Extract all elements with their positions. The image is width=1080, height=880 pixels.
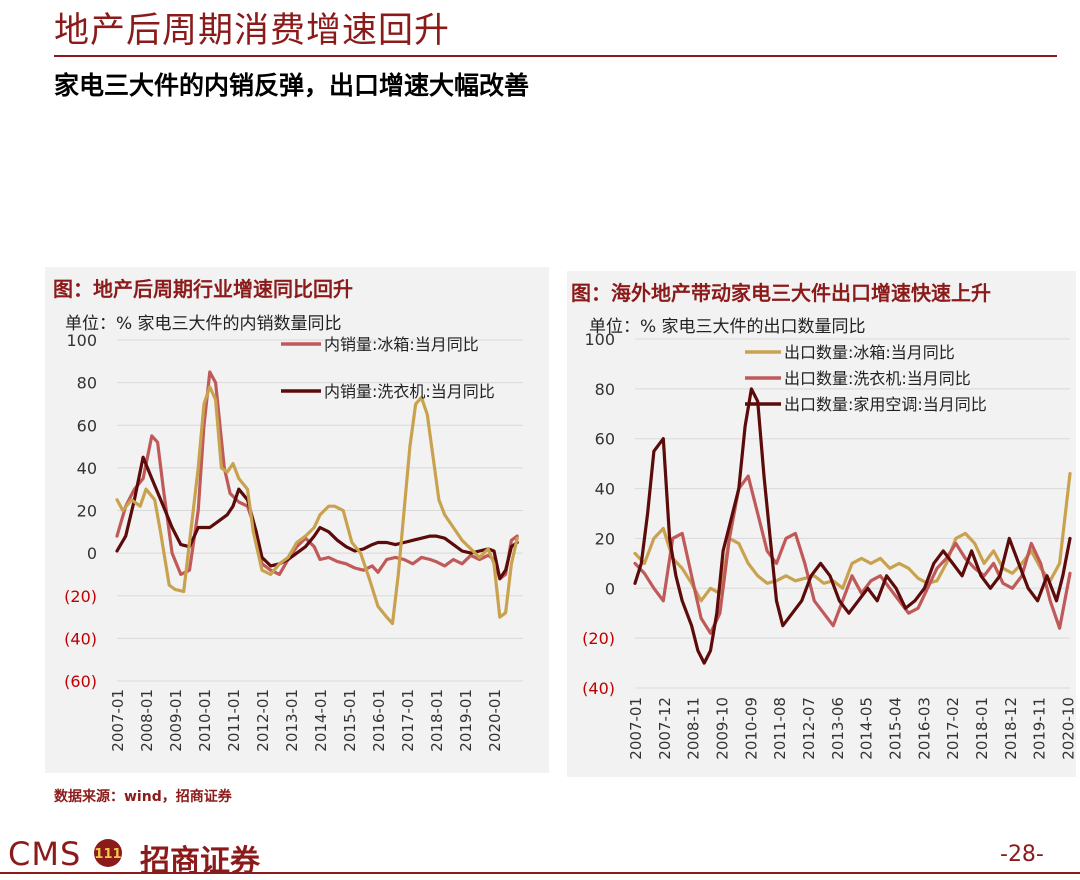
- x-tick-label: 2016-03: [915, 697, 933, 760]
- x-tick-label: 2017-01: [399, 689, 417, 752]
- x-tick-label: 2014-01: [312, 689, 330, 752]
- legend-label: 出口数量:洗衣机:当月同比: [784, 369, 971, 388]
- y-tick-label: 60: [595, 430, 615, 449]
- title-rule: [54, 55, 1057, 57]
- x-tick-label: 2013-01: [283, 689, 301, 752]
- chart-subtitle: 单位：% 家电三大件的内销数量同比: [65, 314, 342, 334]
- logo-badge-text: 111: [94, 847, 121, 862]
- x-tick-label: 2015-01: [341, 689, 359, 752]
- right-chart-title: 图：海外地产带动家电三大件出口增速快速上升: [571, 281, 991, 305]
- legend-label: 内销量:洗衣机:当月同比: [324, 382, 495, 401]
- y-tick-label: 80: [595, 380, 615, 399]
- x-tick-label: 2016-01: [370, 689, 388, 752]
- x-tick-label: 2009-10: [713, 697, 731, 760]
- legend-label: 出口数量:冰箱:当月同比: [784, 343, 955, 362]
- x-tick-label: 2007-12: [656, 697, 674, 760]
- x-tick-label: 2014-05: [858, 697, 876, 760]
- y-tick-label: 40: [77, 459, 97, 478]
- x-tick-label: 2020-01: [486, 689, 504, 752]
- footer-rule: [0, 872, 1080, 874]
- x-tick-label: 2018-01: [428, 689, 446, 752]
- x-tick-label: 2015-04: [886, 697, 904, 760]
- x-tick-label: 2013-06: [829, 697, 847, 760]
- x-tick-label: 2008-01: [138, 689, 156, 752]
- x-tick-label: 2018-01: [973, 697, 991, 760]
- x-tick-label: 2008-11: [685, 697, 703, 760]
- x-tick-label: 2012-07: [800, 697, 818, 760]
- series-line-2: [115, 385, 519, 626]
- x-tick-label: 2019-11: [1031, 697, 1049, 760]
- y-tick-label: (20): [64, 587, 97, 606]
- series-line-0: [633, 472, 1072, 603]
- x-tick-label: 2011-08: [771, 697, 789, 760]
- y-tick-label: (60): [64, 672, 97, 691]
- data-source: 数据来源：wind，招商证券: [54, 789, 232, 805]
- logo-cms-text: CMS: [8, 835, 82, 873]
- x-tick-label: 2018-12: [1002, 697, 1020, 760]
- right-chart-panel: 图：海外地产带动家电三大件出口增速快速上升 单位：% 家电三大件的出口数量同比 1…: [567, 271, 1076, 777]
- x-tick-label: 2009-01: [167, 689, 185, 752]
- page-subtitle: 家电三大件的内销反弹，出口增速大幅改善: [54, 71, 530, 100]
- x-tick-label: 2007-01: [109, 689, 127, 752]
- y-tick-label: 20: [77, 502, 97, 521]
- y-tick-label: 20: [595, 529, 615, 548]
- x-tick-label: 2012-01: [254, 689, 272, 752]
- y-tick-label: (40): [582, 679, 615, 698]
- x-tick-label: 2010-01: [196, 689, 214, 752]
- x-tick-label: 2007-01: [627, 697, 645, 760]
- y-tick-label: 100: [66, 331, 97, 350]
- y-tick-label: 80: [77, 374, 97, 393]
- chart-subtitle: 单位：% 家电三大件的出口数量同比: [589, 317, 866, 337]
- y-tick-label: 100: [584, 330, 615, 349]
- x-tick-label: 2010-09: [742, 697, 760, 760]
- legend-label: 出口数量:家用空调:当月同比: [784, 395, 987, 414]
- x-tick-label: 2017-02: [944, 697, 962, 760]
- left-chart-panel: 图：地产后周期行业增速同比回升 单位：% 家电三大件的内销数量同比 100 80 60…: [45, 267, 549, 773]
- series-line-1: [633, 474, 1072, 635]
- page-title: 地产后周期消费增速回升: [54, 11, 451, 51]
- page-number: -28-: [1000, 842, 1044, 867]
- y-tick-label: 60: [77, 416, 97, 435]
- x-tick-label: 2019-01: [457, 689, 475, 752]
- y-tick-label: 0: [605, 579, 615, 598]
- series-line-2: [633, 387, 1072, 665]
- y-tick-label: (40): [64, 629, 97, 648]
- logo-badge-icon: 111: [94, 839, 122, 867]
- y-tick-label: 0: [87, 544, 97, 563]
- y-tick-label: 40: [595, 480, 615, 499]
- left-chart-title: 图：地产后周期行业增速同比回升: [53, 277, 353, 301]
- x-tick-label: 2020-10: [1059, 697, 1076, 760]
- y-tick-label: (20): [582, 629, 615, 648]
- legend-label: 内销量:冰箱:当月同比: [324, 335, 479, 354]
- x-tick-label: 2011-01: [225, 689, 243, 752]
